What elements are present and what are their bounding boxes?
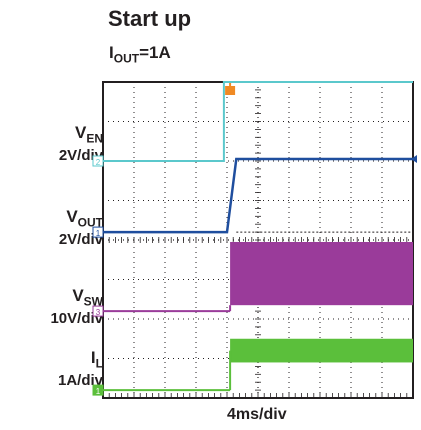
channel-subscript: OUT xyxy=(77,215,103,230)
trace-out-arrow xyxy=(411,155,417,164)
channel-label-vsw: VSW 10V/div xyxy=(50,287,103,328)
channel-scale: 1A/div xyxy=(57,372,103,390)
channel-marker xyxy=(92,226,104,238)
channel-symbol: V xyxy=(66,207,78,226)
subtitle-subscript: OUT xyxy=(113,51,140,66)
trace-sw-band xyxy=(230,241,413,306)
channel-marker-label: 2 xyxy=(96,158,101,167)
chart-subtitle: IOUT=1A xyxy=(109,43,171,65)
trace-l-band xyxy=(230,338,413,363)
trigger-marker xyxy=(225,86,236,95)
channel-marker-label: 1 xyxy=(96,387,101,396)
subtitle-symbol: I xyxy=(109,43,114,62)
channel-symbol: I xyxy=(90,348,96,367)
channel-marker-label: 3 xyxy=(96,308,101,317)
channel-label-il: IL 1A/div xyxy=(58,349,103,390)
subtitle-value: =1A xyxy=(139,43,171,62)
trace-en xyxy=(103,81,413,162)
chart-title: Start up xyxy=(108,6,192,31)
channel-label-vout: VOUT 2V/div xyxy=(59,208,103,249)
channel-marker xyxy=(92,305,104,317)
channel-scale: 2V/div xyxy=(58,147,103,165)
channel-scale: 10V/div xyxy=(50,310,103,328)
channel-marker-label: 1 xyxy=(96,229,101,238)
channel-marker xyxy=(92,384,104,396)
channel-subscript: EN xyxy=(86,131,103,146)
channel-scale: 2V/div xyxy=(58,231,103,249)
channel-subscript: SW xyxy=(83,294,103,309)
channel-subscript: L xyxy=(95,356,103,371)
channel-symbol: V xyxy=(72,286,84,305)
channel-symbol: V xyxy=(74,123,87,142)
channel-marker xyxy=(92,155,104,167)
trace-out xyxy=(103,157,413,234)
x-axis-scale: 4ms/div xyxy=(227,406,287,423)
channel-label-ven: VEN 2V/div xyxy=(59,124,103,165)
